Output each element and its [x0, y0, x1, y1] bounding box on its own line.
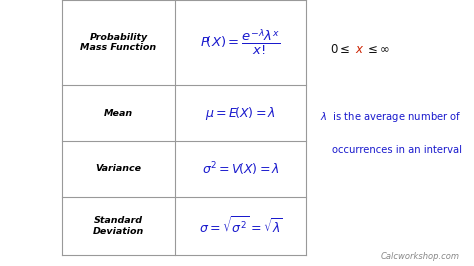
Text: $\mu = E\!\left(X\right) = \lambda$: $\mu = E\!\left(X\right) = \lambda$	[205, 105, 276, 122]
Text: Mean: Mean	[104, 109, 133, 118]
Text: $\lambda$  is the average number of: $\lambda$ is the average number of	[320, 110, 462, 124]
Text: $\sigma^{2} = V\!\left(X\right) = \lambda$: $\sigma^{2} = V\!\left(X\right) = \lambd…	[201, 160, 280, 178]
Text: $x$: $x$	[355, 43, 364, 56]
Text: $\sigma = \sqrt{\sigma^{2}} = \sqrt{\lambda}$: $\sigma = \sqrt{\sigma^{2}} = \sqrt{\lam…	[199, 215, 283, 237]
Text: Variance: Variance	[95, 164, 142, 173]
Text: $\leq \infty$: $\leq \infty$	[365, 43, 390, 56]
Text: $0 \leq$: $0 \leq$	[330, 43, 351, 56]
Text: $P\!\left(X\right)=\dfrac{e^{-\lambda}\lambda^{x}}{x!}$: $P\!\left(X\right)=\dfrac{e^{-\lambda}\l…	[201, 28, 281, 57]
Text: Calcworkshop.com: Calcworkshop.com	[381, 252, 460, 261]
Text: occurrences in an interval: occurrences in an interval	[332, 145, 462, 155]
Text: Probability
Mass Function: Probability Mass Function	[81, 33, 156, 52]
Text: Standard
Deviation: Standard Deviation	[93, 217, 144, 236]
